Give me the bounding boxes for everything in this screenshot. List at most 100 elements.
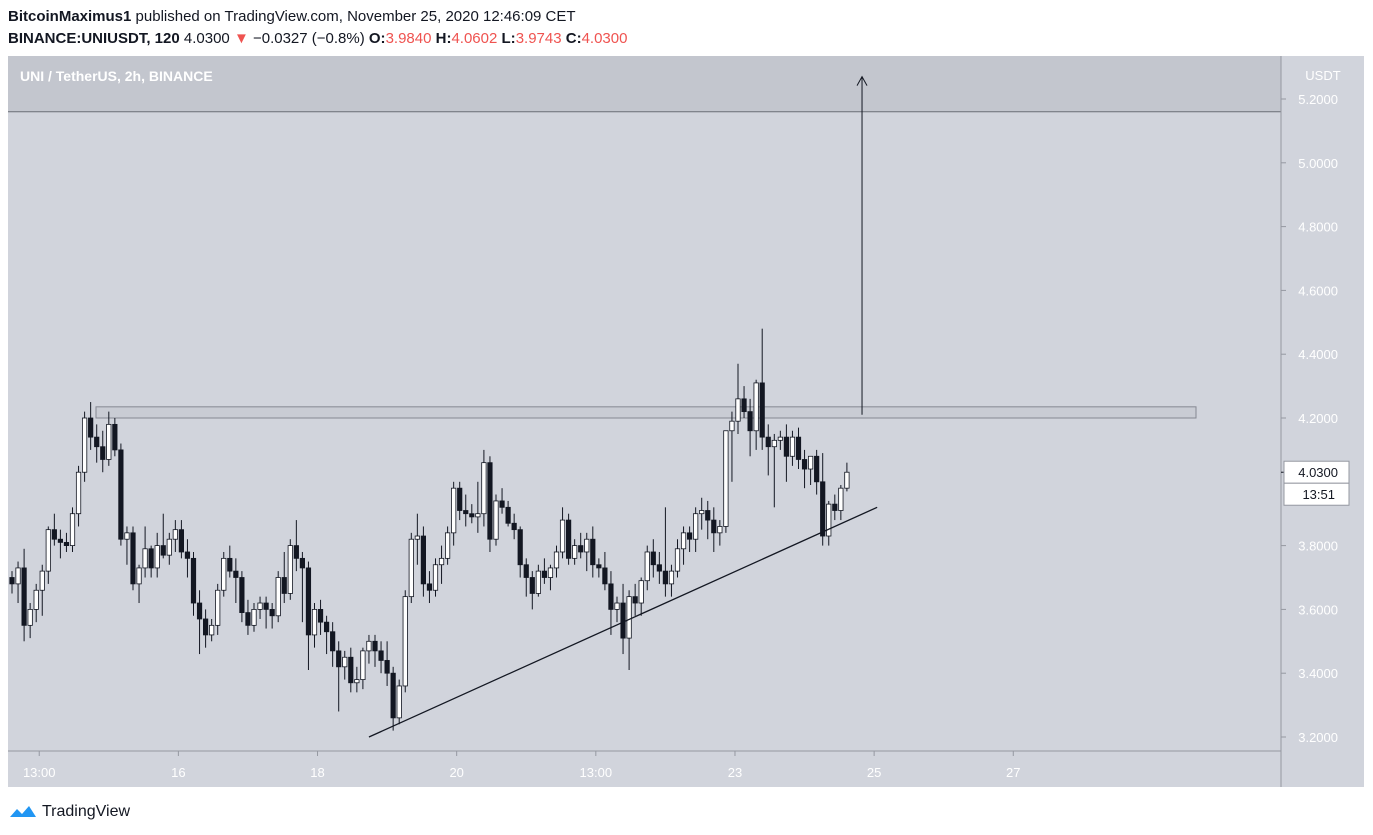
candle-body[interactable] xyxy=(451,487,457,534)
candle-body[interactable] xyxy=(293,545,299,559)
candle-body[interactable] xyxy=(420,535,427,585)
candle-body[interactable] xyxy=(463,510,469,515)
plot-area[interactable] xyxy=(8,56,1281,751)
candle-body[interactable] xyxy=(826,503,832,537)
candle-body[interactable] xyxy=(499,500,505,508)
candle-body[interactable] xyxy=(336,650,342,668)
candle-body[interactable] xyxy=(771,439,777,448)
candle-body[interactable] xyxy=(63,542,70,546)
candle-body[interactable] xyxy=(348,656,354,684)
candle-body[interactable] xyxy=(251,609,257,626)
candle-body[interactable] xyxy=(21,567,27,626)
candle-body[interactable] xyxy=(384,660,390,674)
candle-body[interactable] xyxy=(118,449,124,540)
candle-body[interactable] xyxy=(390,672,396,719)
candle-body[interactable] xyxy=(432,564,439,591)
candle-body[interactable] xyxy=(584,538,590,553)
candle-body[interactable] xyxy=(572,545,578,559)
candle-body[interactable] xyxy=(106,423,112,460)
candle-body[interactable] xyxy=(765,436,771,448)
candle-body[interactable] xyxy=(221,557,227,591)
candle-body[interactable] xyxy=(142,548,148,569)
target-arrow[interactable] xyxy=(856,75,868,415)
candle-body[interactable] xyxy=(15,567,21,585)
candle-body[interactable] xyxy=(523,564,529,578)
candle-body[interactable] xyxy=(789,436,796,457)
candle-body[interactable] xyxy=(596,564,602,569)
candle-body[interactable] xyxy=(166,538,172,556)
candle-body[interactable] xyxy=(196,602,203,620)
candle-body[interactable] xyxy=(245,612,251,626)
candle-body[interactable] xyxy=(505,506,511,524)
candle-body[interactable] xyxy=(578,545,584,553)
candle-body[interactable] xyxy=(590,538,596,566)
candle-body[interactable] xyxy=(747,411,753,432)
candle-body[interactable] xyxy=(777,436,783,441)
candle-body[interactable] xyxy=(632,596,638,604)
candle-body[interactable] xyxy=(753,382,759,432)
candle-body[interactable] xyxy=(148,548,154,569)
candle-body[interactable] xyxy=(838,487,844,511)
candle-body[interactable] xyxy=(426,583,433,591)
candle-body[interactable] xyxy=(233,570,239,578)
candle-body[interactable] xyxy=(69,513,76,547)
candle-body[interactable] xyxy=(269,609,275,617)
candle-body[interactable] xyxy=(801,459,808,470)
candle-body[interactable] xyxy=(51,529,57,540)
candle-body[interactable] xyxy=(820,481,826,537)
candle-body[interactable] xyxy=(711,519,717,534)
candle-body[interactable] xyxy=(759,382,765,438)
candle-body[interactable] xyxy=(57,538,64,543)
candle-body[interactable] xyxy=(33,589,39,610)
candle-body[interactable] xyxy=(687,532,693,540)
candle-body[interactable] xyxy=(257,602,263,610)
candle-body[interactable] xyxy=(215,589,221,626)
candle-body[interactable] xyxy=(844,471,850,489)
candle-body[interactable] xyxy=(94,436,100,448)
candle-body[interactable] xyxy=(487,462,493,540)
candle-body[interactable] xyxy=(360,650,366,680)
candle-body[interactable] xyxy=(662,570,669,585)
resistance-zone[interactable] xyxy=(95,406,1197,419)
candle-body[interactable] xyxy=(330,631,336,652)
candle-body[interactable] xyxy=(832,503,838,511)
candle-body[interactable] xyxy=(372,640,378,652)
candle-body[interactable] xyxy=(45,529,51,572)
candle-body[interactable] xyxy=(378,650,384,661)
candle-body[interactable] xyxy=(674,548,681,572)
candle-body[interactable] xyxy=(414,535,420,540)
candle-body[interactable] xyxy=(783,436,790,457)
candle-body[interactable] xyxy=(366,640,372,652)
candle-body[interactable] xyxy=(699,510,705,515)
candle-body[interactable] xyxy=(239,577,245,613)
candle-body[interactable] xyxy=(82,417,88,473)
candle-body[interactable] xyxy=(529,577,535,594)
candle-body[interactable] xyxy=(136,567,142,585)
candle-body[interactable] xyxy=(27,609,33,626)
candle-body[interactable] xyxy=(541,570,548,578)
candle-body[interactable] xyxy=(723,430,729,527)
candle-body[interactable] xyxy=(311,609,318,636)
candle-body[interactable] xyxy=(75,471,82,515)
candle-body[interactable] xyxy=(202,618,209,636)
candle-body[interactable] xyxy=(124,532,130,540)
candle-body[interactable] xyxy=(9,577,15,585)
candle-body[interactable] xyxy=(729,420,735,432)
candle-body[interactable] xyxy=(112,423,118,451)
candle-body[interactable] xyxy=(281,577,287,594)
candle-body[interactable] xyxy=(547,567,554,578)
candle-body[interactable] xyxy=(317,609,324,623)
candle-body[interactable] xyxy=(680,532,687,550)
candle-body[interactable] xyxy=(795,436,802,460)
candle-body[interactable] xyxy=(190,557,197,604)
candle-body[interactable] xyxy=(693,513,699,540)
author-name[interactable]: BitcoinMaximus1 xyxy=(8,8,132,25)
candle-body[interactable] xyxy=(493,500,499,540)
candle-body[interactable] xyxy=(553,551,560,569)
candle-body[interactable] xyxy=(735,398,741,422)
price-axis[interactable] xyxy=(1281,56,1364,787)
candle-body[interactable] xyxy=(475,513,481,518)
candle-body[interactable] xyxy=(517,529,523,566)
candle-body[interactable] xyxy=(559,519,566,553)
